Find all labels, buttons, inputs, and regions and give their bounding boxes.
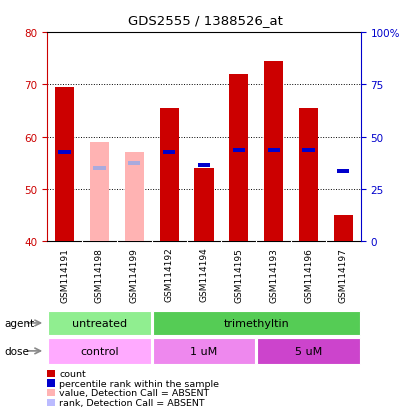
Bar [153, 311, 359, 335]
Bar [48, 338, 150, 364]
Bar [153, 338, 254, 364]
Text: GSM114195: GSM114195 [234, 247, 243, 302]
Bar [47, 370, 54, 377]
Bar [47, 399, 54, 406]
Bar [124, 153, 144, 242]
Text: count: count [59, 369, 86, 378]
Bar [163, 151, 175, 155]
Bar [159, 109, 178, 242]
Text: GSM114198: GSM114198 [95, 247, 103, 302]
Text: trimethyltin: trimethyltin [223, 318, 288, 328]
Text: GSM114192: GSM114192 [164, 247, 173, 301]
Text: dose: dose [4, 346, 29, 356]
Bar [47, 380, 54, 387]
Text: rank, Detection Call = ABSENT: rank, Detection Call = ABSENT [59, 398, 204, 407]
Bar [267, 148, 279, 152]
Text: GSM114197: GSM114197 [338, 247, 347, 302]
Bar [298, 109, 317, 242]
Text: GSM114199: GSM114199 [130, 247, 138, 302]
Bar [257, 338, 359, 364]
Bar [47, 389, 54, 396]
Bar [194, 169, 213, 242]
Bar [128, 161, 140, 166]
Text: control: control [80, 346, 119, 356]
Bar [229, 75, 248, 242]
Text: 5 uM: 5 uM [294, 346, 321, 356]
Text: percentile rank within the sample: percentile rank within the sample [59, 379, 219, 388]
Bar [302, 148, 314, 152]
Bar [337, 169, 348, 173]
Text: GSM114194: GSM114194 [199, 247, 208, 301]
Bar [232, 148, 244, 152]
Bar [333, 216, 352, 242]
Text: untreated: untreated [72, 318, 127, 328]
Bar [58, 151, 70, 155]
Bar [55, 88, 74, 242]
Bar [93, 166, 105, 171]
Bar [48, 311, 150, 335]
Text: agent: agent [4, 318, 34, 328]
Text: 1 uM: 1 uM [190, 346, 217, 356]
Text: GSM114191: GSM114191 [60, 247, 69, 302]
Bar [263, 62, 283, 242]
Text: value, Detection Call = ABSENT: value, Detection Call = ABSENT [59, 388, 209, 397]
Text: GSM114196: GSM114196 [303, 247, 312, 302]
Bar [90, 142, 109, 242]
Bar [198, 164, 209, 168]
Text: GSM114193: GSM114193 [269, 247, 277, 302]
Text: GDS2555 / 1388526_at: GDS2555 / 1388526_at [127, 14, 282, 27]
